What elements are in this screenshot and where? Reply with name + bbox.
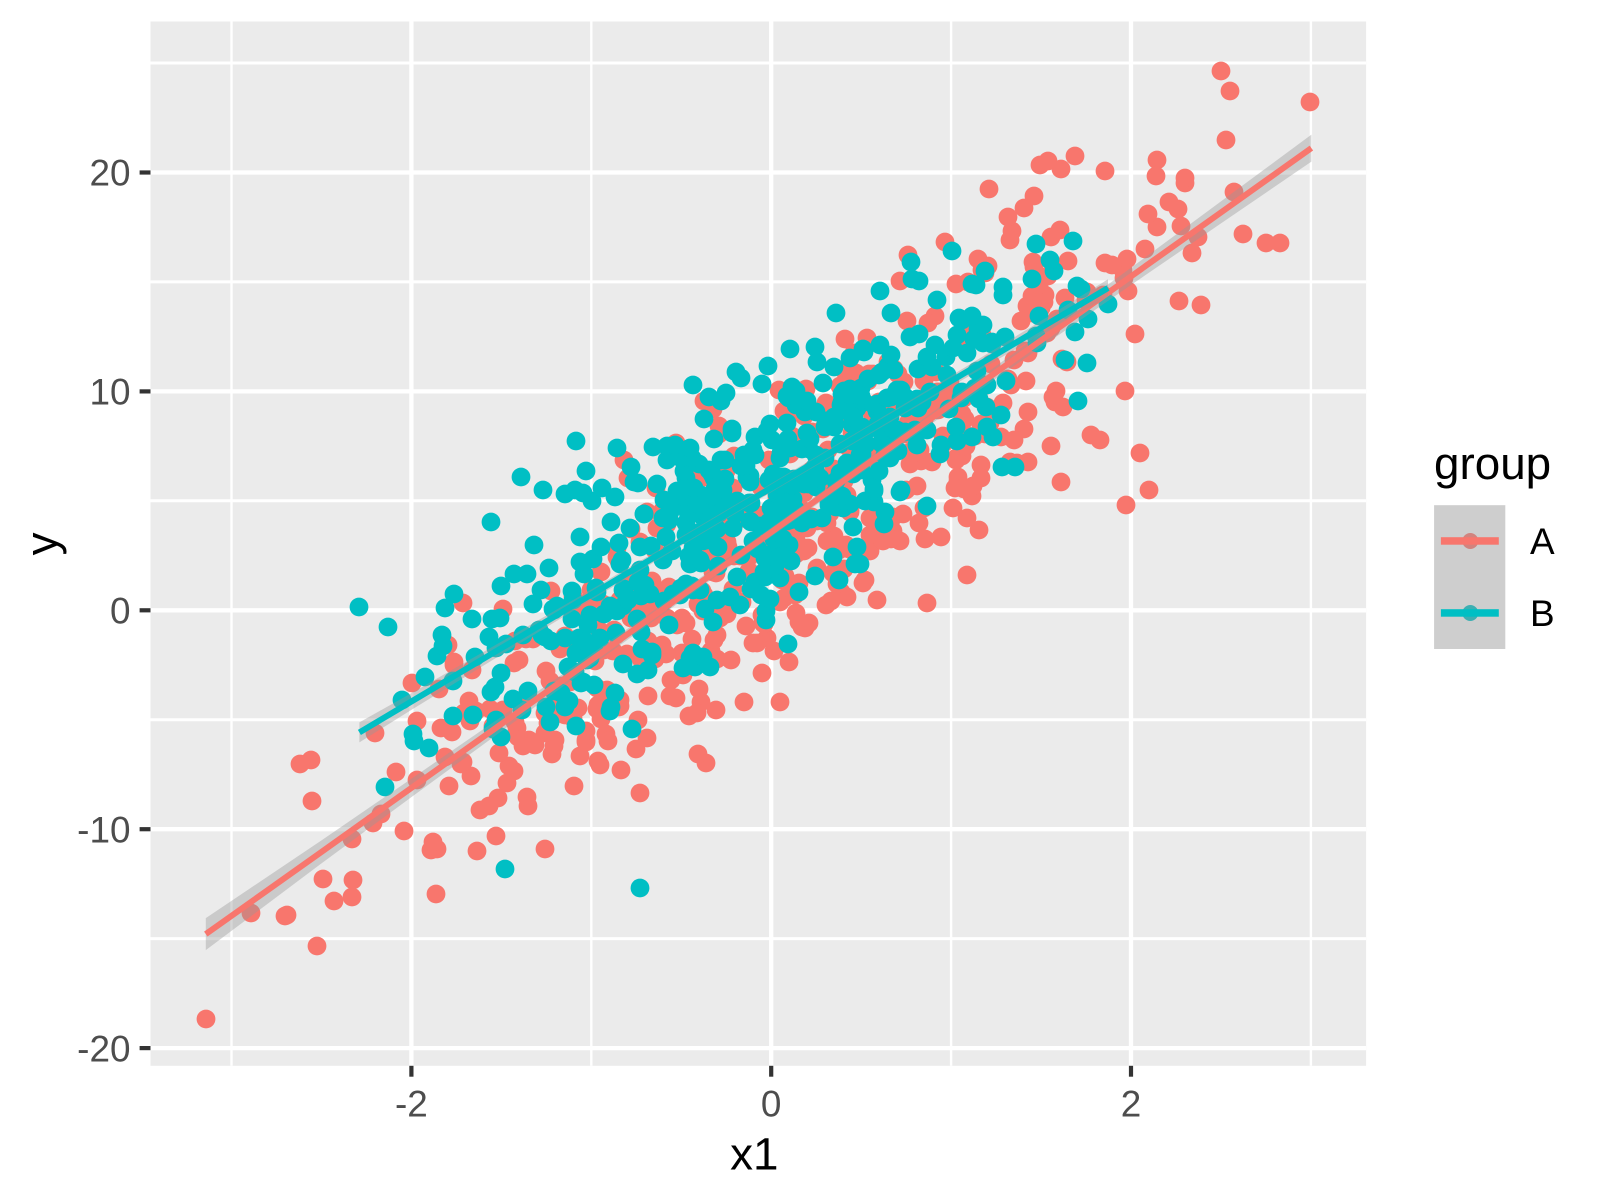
svg-text:B: B xyxy=(1530,593,1555,634)
svg-text:0: 0 xyxy=(110,591,131,632)
svg-text:A: A xyxy=(1530,521,1555,562)
svg-text:2: 2 xyxy=(1121,1084,1142,1125)
svg-text:group: group xyxy=(1434,438,1551,489)
svg-text:-10: -10 xyxy=(77,809,130,850)
svg-text:0: 0 xyxy=(761,1084,782,1125)
svg-text:10: 10 xyxy=(89,372,130,413)
svg-text:-20: -20 xyxy=(77,1028,130,1069)
svg-text:20: 20 xyxy=(89,153,130,194)
svg-text:y: y xyxy=(16,532,67,555)
svg-text:-2: -2 xyxy=(395,1084,428,1125)
svg-text:x1: x1 xyxy=(730,1129,778,1180)
